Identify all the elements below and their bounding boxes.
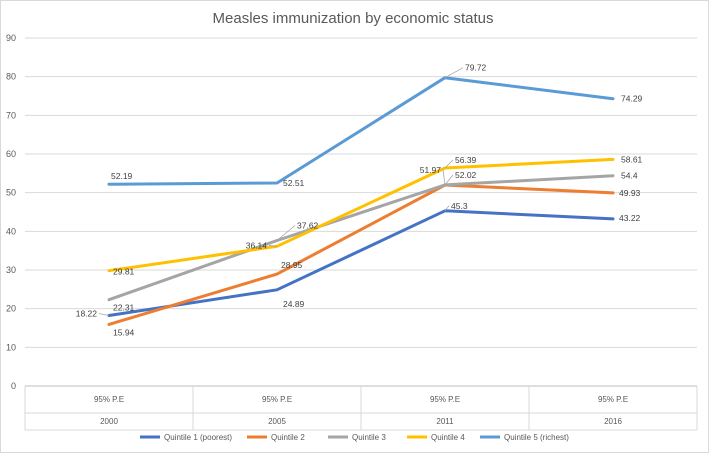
x-tick-label-year: 2005 <box>268 417 286 426</box>
y-tick-label: 40 <box>6 226 16 236</box>
data-label: 15.94 <box>113 327 135 337</box>
y-tick-label: 80 <box>6 72 16 82</box>
legend-label: Quintile 4 <box>431 433 465 442</box>
data-label: 18.22 <box>76 309 98 319</box>
y-tick-label: 10 <box>6 342 16 352</box>
leader-line <box>442 169 446 186</box>
data-label: 54.4 <box>621 171 638 181</box>
leader-line <box>444 174 454 186</box>
x-tick-label-year: 2011 <box>436 417 454 426</box>
x-tick-label-year: 2016 <box>604 417 622 426</box>
leader-line <box>98 313 110 316</box>
y-tick-label: 20 <box>6 304 16 314</box>
data-label: 24.89 <box>283 299 305 309</box>
data-label: 79.72 <box>465 63 487 73</box>
legend-label: Quintile 5 (richest) <box>504 433 569 442</box>
data-label: 37.62 <box>297 221 319 231</box>
series-line <box>107 157 615 273</box>
data-label: 52.19 <box>111 171 133 181</box>
legend-label: Quintile 1 (poorest) <box>164 433 232 442</box>
label-leader-lines <box>98 67 464 316</box>
legend-label: Quintile 2 <box>271 433 305 442</box>
y-tick-label: 70 <box>6 110 16 120</box>
data-label: 49.93 <box>619 188 641 198</box>
y-tick-label: 0 <box>11 381 16 391</box>
legend-label: Quintile 3 <box>352 433 386 442</box>
data-label: 74.29 <box>621 94 643 104</box>
y-tick-label: 90 <box>6 33 16 43</box>
y-tick-label: 60 <box>6 149 16 159</box>
series-line <box>107 183 615 326</box>
data-label: 28.95 <box>281 260 303 270</box>
y-axis: 0 10 20 30 40 50 60 70 80 90 <box>6 33 16 391</box>
data-label: 56.39 <box>455 155 477 165</box>
leader-line <box>444 205 450 212</box>
data-label: 52.02 <box>455 170 477 180</box>
y-tick-label: 50 <box>6 188 16 198</box>
legend: Quintile 1 (poorest) Quintile 2 Quintile 3… <box>140 433 569 442</box>
data-label: 52.51 <box>283 178 305 188</box>
x-tick-label-estimate: 95% P.E <box>598 395 628 404</box>
data-label: 29.81 <box>113 267 135 277</box>
data-label: 58.61 <box>621 154 643 164</box>
series-line <box>107 76 615 186</box>
x-tick-label-estimate: 95% P.E <box>94 395 124 404</box>
data-label: 43.22 <box>619 213 641 223</box>
leader-line <box>268 244 278 247</box>
leader-line <box>444 159 454 169</box>
data-labels: 18.22 24.89 45.3 43.22 15.94 28.95 51.97 49.93 2… <box>76 63 643 338</box>
x-tick-label-estimate: 95% P.E <box>262 395 292 404</box>
x-tick-label-year: 2000 <box>100 417 118 426</box>
y-tick-label: 30 <box>6 265 16 275</box>
leader-line <box>444 67 464 79</box>
series-line <box>107 174 615 302</box>
x-tick-label-estimate: 95% P.E <box>430 395 460 404</box>
chart-title: Measles immunization by economic status <box>213 10 494 27</box>
data-label: 36.14 <box>246 240 268 250</box>
leader-line <box>276 225 296 241</box>
data-label: 45.3 <box>451 201 468 211</box>
series-line <box>107 209 615 317</box>
x-axis: 95% P.E 2000 95% P.E 2005 95% P.E 2011 95% P.E… <box>24 386 698 431</box>
series-lines <box>107 76 615 326</box>
data-label: 22.31 <box>113 303 135 313</box>
data-label: 51.97 <box>420 165 442 175</box>
